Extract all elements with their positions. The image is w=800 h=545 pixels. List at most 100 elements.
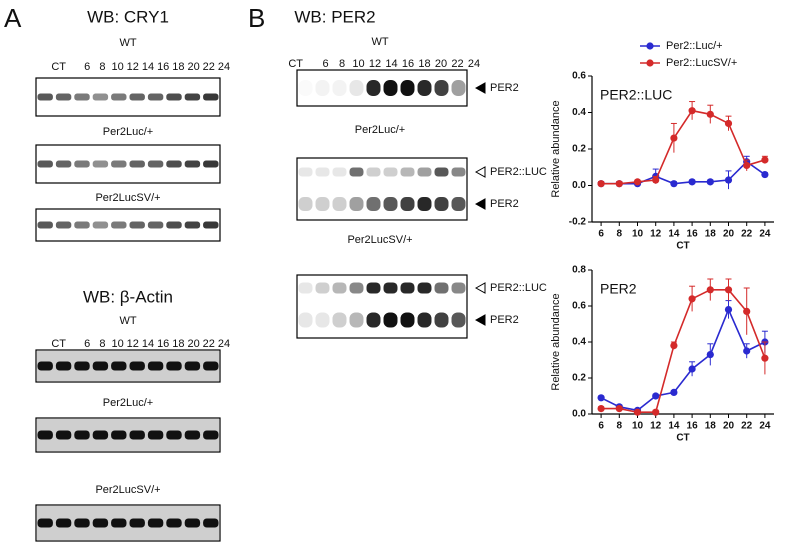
- band: [203, 518, 219, 528]
- lane-label: CT: [288, 58, 303, 70]
- band: [74, 518, 90, 528]
- band: [383, 312, 398, 328]
- x-tick-label: 6: [598, 229, 604, 240]
- band: [92, 430, 109, 440]
- band-label: PER2: [490, 198, 519, 210]
- band: [129, 93, 145, 101]
- data-point: [743, 347, 751, 355]
- lane-label: 24: [218, 61, 230, 73]
- x-tick-label: 20: [723, 229, 735, 240]
- data-point: [688, 178, 696, 186]
- band: [298, 167, 313, 177]
- y-tick-label: 0.0: [572, 180, 586, 191]
- band: [147, 160, 164, 168]
- blot-label: WT: [371, 36, 388, 48]
- arrowhead: [474, 166, 486, 178]
- data-point: [706, 286, 714, 294]
- band: [55, 430, 72, 440]
- data-point: [633, 178, 642, 186]
- data-point: [670, 134, 678, 142]
- band: [332, 282, 347, 294]
- band: [298, 282, 313, 294]
- lane-label: 24: [468, 58, 480, 70]
- data-point: [706, 178, 714, 186]
- band: [166, 160, 182, 168]
- band: [92, 221, 109, 229]
- x-tick-label: 14: [668, 229, 680, 240]
- lane-label: 12: [127, 61, 139, 73]
- band: [92, 361, 109, 371]
- band: [383, 197, 398, 211]
- band: [349, 312, 364, 328]
- lane-label: 14: [142, 61, 154, 73]
- data-point: [670, 342, 678, 350]
- y-tick-label: 0.6: [572, 301, 586, 312]
- band: [417, 282, 432, 294]
- band: [434, 197, 449, 211]
- band: [451, 80, 466, 96]
- band: [129, 160, 145, 168]
- x-tick-label: 18: [705, 421, 717, 432]
- band: [55, 160, 72, 168]
- band: [166, 430, 182, 440]
- band: [37, 361, 53, 371]
- blot-label: Per2LucSV/+: [347, 234, 412, 246]
- lane-label: 10: [111, 61, 123, 73]
- x-tick-label: 16: [687, 229, 699, 240]
- band: [74, 221, 90, 229]
- blot-label: Per2LucSV/+: [95, 484, 160, 496]
- blot-title: WB: PER2: [294, 7, 375, 26]
- lane-label: CT: [51, 61, 66, 73]
- band: [332, 197, 347, 211]
- band: [315, 197, 330, 211]
- band: [349, 282, 364, 294]
- blot-label: WT: [119, 37, 136, 49]
- data-point: [652, 176, 660, 184]
- band-label: PER2: [490, 82, 519, 94]
- band: [37, 430, 53, 440]
- lane-label: 18: [172, 61, 184, 73]
- band: [166, 93, 182, 101]
- x-axis-label: CT: [676, 241, 689, 252]
- band: [203, 221, 219, 229]
- band: [417, 80, 432, 96]
- blot-label: Per2LucSV/+: [95, 192, 160, 204]
- band: [203, 160, 219, 168]
- annotation: PER2::LUC: [600, 87, 672, 103]
- data-point: [724, 119, 733, 128]
- series-line: [600, 307, 766, 412]
- band: [203, 430, 219, 440]
- x-tick-label: 12: [650, 229, 662, 240]
- band: [203, 361, 219, 371]
- lane-label: 20: [435, 58, 447, 70]
- band: [55, 361, 72, 371]
- legend-marker: [646, 42, 654, 50]
- band: [400, 80, 415, 96]
- band: [434, 282, 449, 294]
- lane-label: 6: [322, 58, 328, 70]
- band: [451, 167, 466, 177]
- y-axis-label: Relative abundance: [550, 100, 562, 197]
- x-tick-label: 24: [759, 229, 771, 240]
- band: [315, 80, 330, 96]
- band: [417, 197, 432, 211]
- x-tick-label: 14: [668, 421, 680, 432]
- lane-label: 10: [111, 338, 123, 350]
- band: [37, 160, 53, 168]
- panel-letter: A: [4, 3, 22, 33]
- series-line: [601, 160, 766, 185]
- band: [129, 361, 145, 371]
- band: [55, 221, 72, 229]
- data-point: [633, 408, 642, 416]
- y-axis-label: Relative abundance: [550, 293, 562, 390]
- band: [451, 282, 466, 294]
- series-line: [601, 109, 766, 185]
- panel-letter: B: [248, 3, 265, 33]
- band: [366, 282, 381, 294]
- y-tick-label: 0.2: [572, 373, 586, 384]
- lane-label: 8: [339, 58, 345, 70]
- band: [55, 518, 72, 528]
- band: [147, 221, 164, 229]
- band: [315, 312, 330, 328]
